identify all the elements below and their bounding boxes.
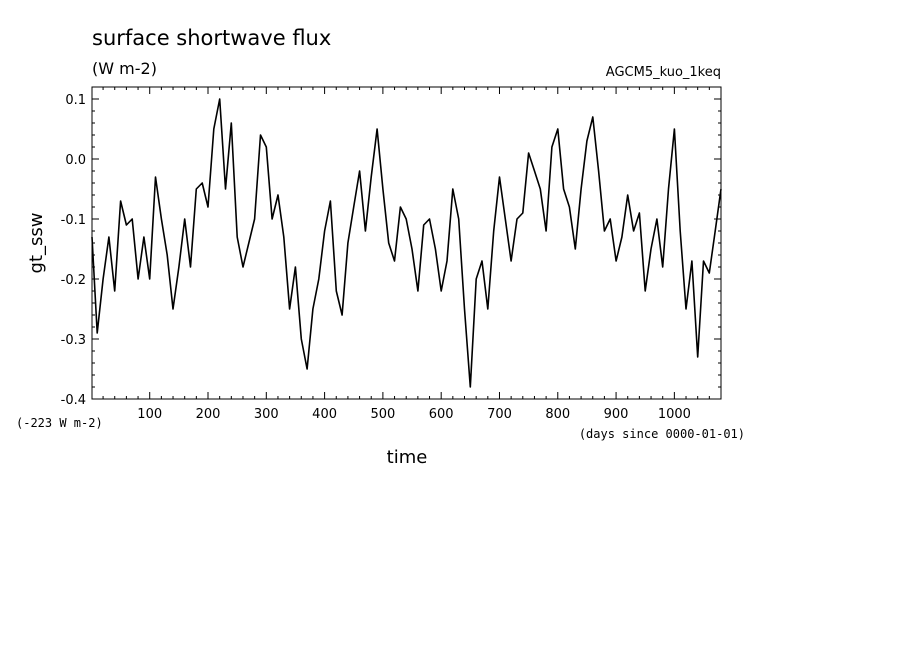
x-tick-label: 1000 xyxy=(658,407,691,422)
x-tick-label: 500 xyxy=(370,407,395,422)
chart-title: surface shortwave flux xyxy=(92,26,331,50)
x-axis-ticks: 100 200 300 400 500 600 700 800 900 1000 xyxy=(102,87,710,422)
y-tick-label: -0.4 xyxy=(61,393,86,408)
y-tick-label: 0.1 xyxy=(65,93,86,108)
x-tick-label: 800 xyxy=(545,407,570,422)
x-tick-label: 200 xyxy=(196,407,221,422)
y-tick-label: -0.1 xyxy=(61,213,86,228)
plot-area: 100 200 300 400 500 600 700 800 900 1000 -0.4 -0.3… xyxy=(61,86,722,422)
y-tick-label: -0.3 xyxy=(61,333,86,348)
time-origin-label: (days since 0000-01-01) xyxy=(579,427,745,441)
x-tick-label: 700 xyxy=(487,407,512,422)
y-tick-label: 0.0 xyxy=(65,153,86,168)
series-line xyxy=(91,98,722,388)
x-tick-label: 600 xyxy=(429,407,454,422)
x-tick-label: 900 xyxy=(604,407,629,422)
dataset-label: AGCM5_kuo_1keq xyxy=(606,65,721,80)
x-tick-label: 300 xyxy=(254,407,279,422)
y-tick-label: -0.2 xyxy=(61,273,86,288)
y-axis-label: gt_ssw xyxy=(26,213,47,274)
y-axis-ticks: -0.4 -0.3 -0.2 -0.1 0.0 0.1 xyxy=(61,86,721,408)
offset-label: (-223 W m-2) xyxy=(16,416,103,430)
x-axis-label: time xyxy=(387,447,428,468)
plot-frame xyxy=(91,86,722,400)
units-label: (W m-2) xyxy=(92,59,157,78)
x-tick-label: 100 xyxy=(137,407,162,422)
x-tick-label: 400 xyxy=(312,407,337,422)
